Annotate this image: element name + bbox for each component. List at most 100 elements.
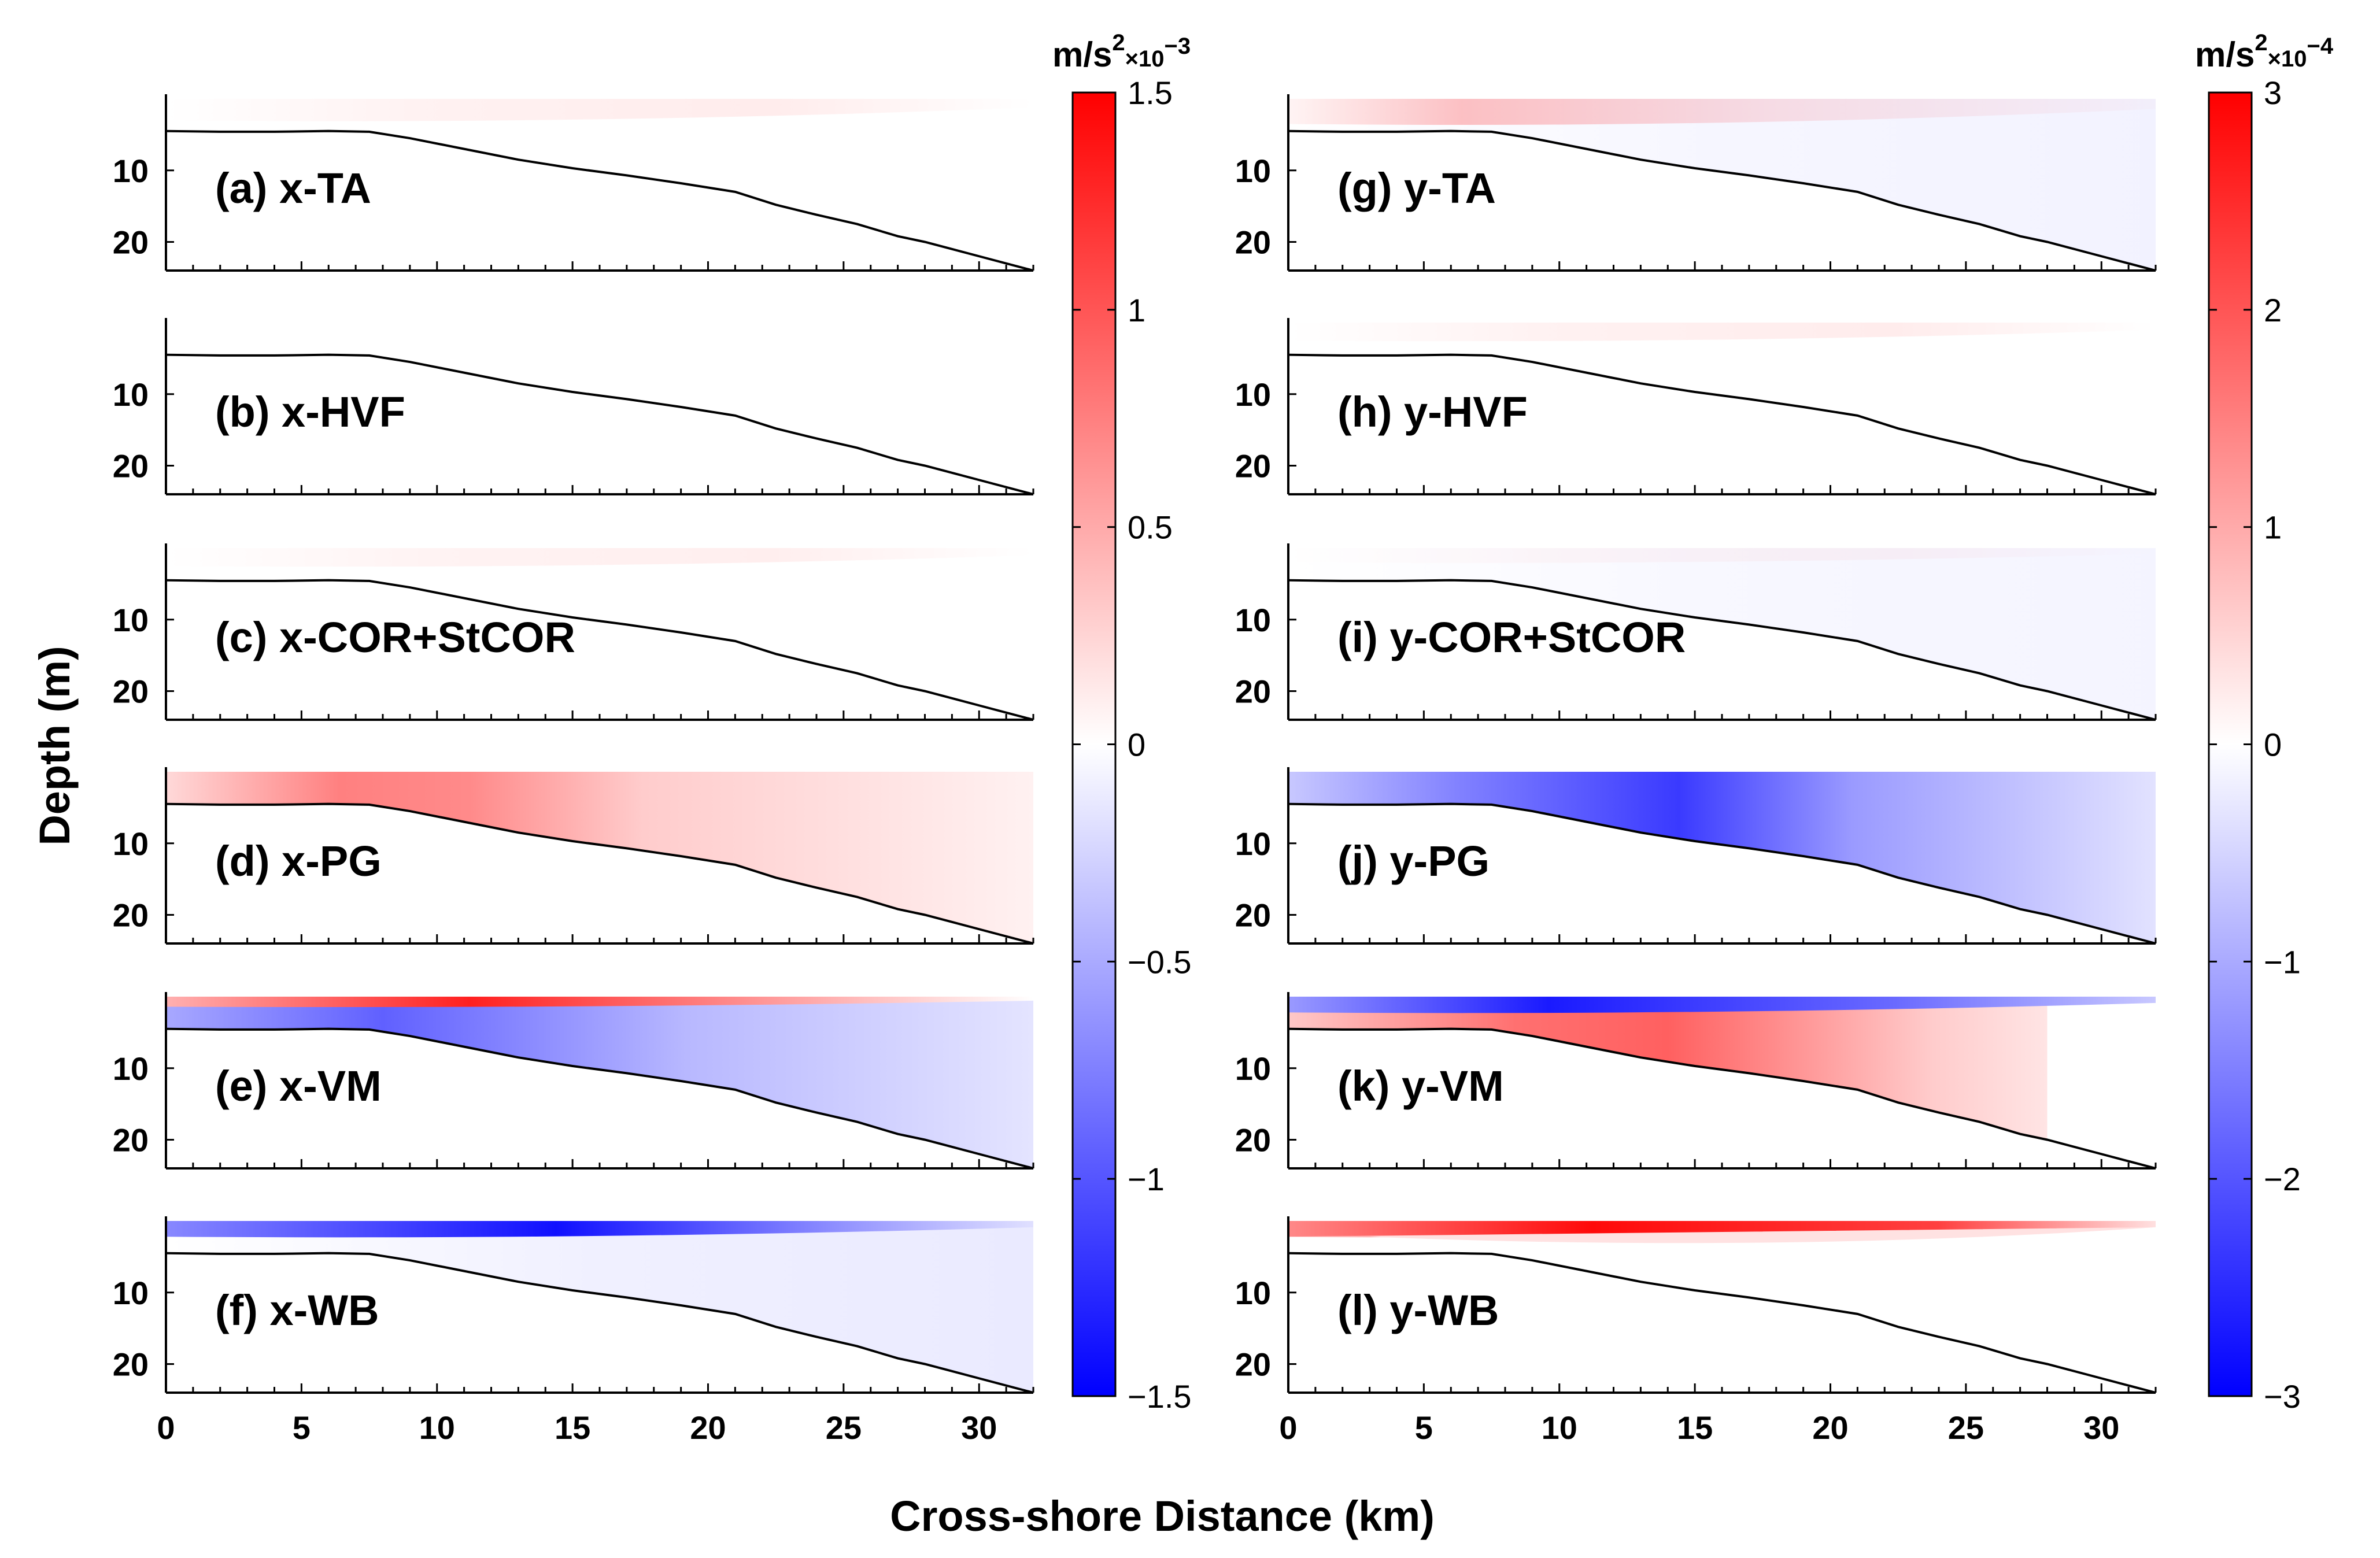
- colorbar-tick-label: 1: [2264, 509, 2282, 546]
- field-5-0: [166, 997, 1033, 1168]
- y-tick-label: 20: [1235, 1346, 1271, 1383]
- y-tick-label: 20: [1235, 673, 1271, 710]
- bathymetry-line-11: [1288, 1027, 2156, 1170]
- panel-10: 10 20 (j) y-PG: [1235, 767, 2157, 945]
- panel-label: (d) x-PG: [215, 837, 382, 885]
- bathymetry-line-9: [1288, 579, 2156, 721]
- colorbar-tick-label: 1: [1128, 292, 1145, 328]
- panel-12: 10 20 (l) y-WB 0 5 10 15 20 25 30: [1235, 1216, 2157, 1446]
- field-9-1: [1288, 548, 2156, 720]
- panel-2: 10 20 (b) x-HVF: [113, 318, 1034, 495]
- y-tick-label: 20: [113, 673, 149, 710]
- y-tick-label: 20: [113, 1346, 149, 1383]
- panel-label: (g) y-TA: [1337, 164, 1496, 212]
- panel-label: (a) x-TA: [215, 164, 371, 212]
- panel-8: 10 20 (h) y-HVF: [1235, 318, 2157, 495]
- panel-5: 10 20 (e) x-VM: [113, 992, 1034, 1170]
- field-7-1: [1288, 99, 2156, 271]
- colorbar-y-unit: m/s2×10−4: [2195, 30, 2334, 74]
- colorbar-tick-label: 0: [1128, 727, 1145, 763]
- panel-1: 10 20 (a) x-TA: [113, 94, 1034, 272]
- field-12-0: [1288, 1221, 2156, 1238]
- bathymetry-line-7: [1288, 129, 2156, 272]
- x-tick-label: 10: [1542, 1409, 1577, 1446]
- bathymetry-line-5: [165, 1027, 1034, 1170]
- y-tick-label: 20: [113, 897, 149, 934]
- x-tick-label: 20: [690, 1409, 726, 1446]
- panel-label: (c) x-COR+StCOR: [215, 613, 575, 661]
- y-tick-label: 10: [1235, 602, 1271, 638]
- y-tick-label: 10: [113, 153, 149, 189]
- bathymetry-line-6: [165, 1252, 1034, 1394]
- x-tick-label: 0: [1279, 1409, 1297, 1446]
- colorbar-tick-label: −1.5: [1128, 1378, 1192, 1415]
- colorbar-tick-label: 0.5: [1128, 509, 1173, 546]
- x-tick-label: 10: [419, 1409, 455, 1446]
- bathymetry-line-8: [1288, 353, 2156, 495]
- colorbars-layer: [1071, 91, 2253, 1397]
- colorbar-tick-label: 2: [2264, 292, 2282, 328]
- x-tick-label: 20: [1812, 1409, 1848, 1446]
- y-tick-label: 10: [113, 602, 149, 638]
- bathymetry-line-3: [165, 579, 1034, 721]
- panel-label: (f) x-WB: [215, 1286, 379, 1334]
- field-8-0: [1288, 323, 2156, 342]
- panel-label: (e) x-VM: [215, 1062, 382, 1110]
- panel-11: 10 20 (k) y-VM: [1235, 992, 2157, 1170]
- x-tick-label: 30: [961, 1409, 997, 1446]
- x-tick-label: 5: [293, 1409, 311, 1446]
- y-tick-label: 10: [113, 376, 149, 413]
- colorbar-tick-label: −0.5: [1128, 943, 1192, 980]
- bathymetry-line-2: [165, 353, 1034, 495]
- y-tick-label: 10: [113, 826, 149, 862]
- colorbar-tick-label: 3: [2264, 75, 2282, 111]
- y-tick-label: 10: [113, 1050, 149, 1087]
- panel-label: (j) y-PG: [1337, 837, 1490, 885]
- field-11-0: [1288, 997, 2048, 1140]
- field-6-0: [166, 1221, 1033, 1393]
- panel-7: 10 20 (g) y-TA: [1235, 94, 2157, 272]
- x-tick-label: 25: [826, 1409, 862, 1446]
- colorbar-x-unit: m/s2×10−3: [1052, 30, 1191, 74]
- panel-9: 10 20 (i) y-COR+StCOR: [1235, 543, 2157, 721]
- y-tick-label: 20: [1235, 897, 1271, 934]
- colorbar-tick-label: 0: [2264, 727, 2282, 763]
- panel-label: (k) y-VM: [1337, 1062, 1504, 1110]
- field-6-1: [166, 1221, 1033, 1238]
- panel-label: (b) x-HVF: [215, 388, 405, 436]
- panel-label: (i) y-COR+StCOR: [1337, 613, 1686, 661]
- bathymetry-line-10: [1288, 802, 2156, 945]
- bathymetry-line-4: [165, 802, 1034, 945]
- y-tick-label: 10: [1235, 826, 1271, 862]
- field-4-0: [166, 772, 1033, 943]
- panel-3: 10 20 (c) x-COR+StCOR: [113, 543, 1034, 721]
- y-tick-label: 10: [113, 1275, 149, 1311]
- y-tick-label: 10: [1235, 376, 1271, 413]
- x-tick-label: 25: [1948, 1409, 1984, 1446]
- x-axis-label: Cross-shore Distance (km): [890, 1492, 1435, 1540]
- y-tick-label: 20: [113, 224, 149, 261]
- colorbar-tick-label: −2: [2264, 1161, 2301, 1197]
- panel-6: 10 20 (f) x-WB 0 5 10 15 20 25 30: [113, 1216, 1034, 1446]
- field-5-1: [166, 997, 1033, 1008]
- field-3-0: [166, 548, 1033, 567]
- panel-4: 10 20 (d) x-PG: [113, 767, 1034, 945]
- colorbar-tick-label: −1: [1128, 1161, 1165, 1197]
- field-1-0: [166, 99, 1033, 121]
- x-tick-label: 0: [157, 1409, 175, 1446]
- x-tick-label: 15: [1677, 1409, 1713, 1446]
- bathymetry-line-12: [1288, 1252, 2156, 1394]
- panel-label: (l) y-WB: [1337, 1286, 1499, 1334]
- y-tick-label: 20: [1235, 224, 1271, 261]
- y-tick-label: 10: [1235, 153, 1271, 189]
- y-tick-label: 20: [113, 1122, 149, 1159]
- y-tick-label: 10: [1235, 1275, 1271, 1311]
- bathymetry-line-1: [165, 129, 1034, 272]
- x-tick-label: 30: [2083, 1409, 2119, 1446]
- colorbar-tick-label: −1: [2264, 943, 2301, 980]
- field-11-1: [1288, 997, 2156, 1013]
- y-tick-label: 20: [1235, 448, 1271, 484]
- panel-label: (h) y-HVF: [1337, 388, 1528, 436]
